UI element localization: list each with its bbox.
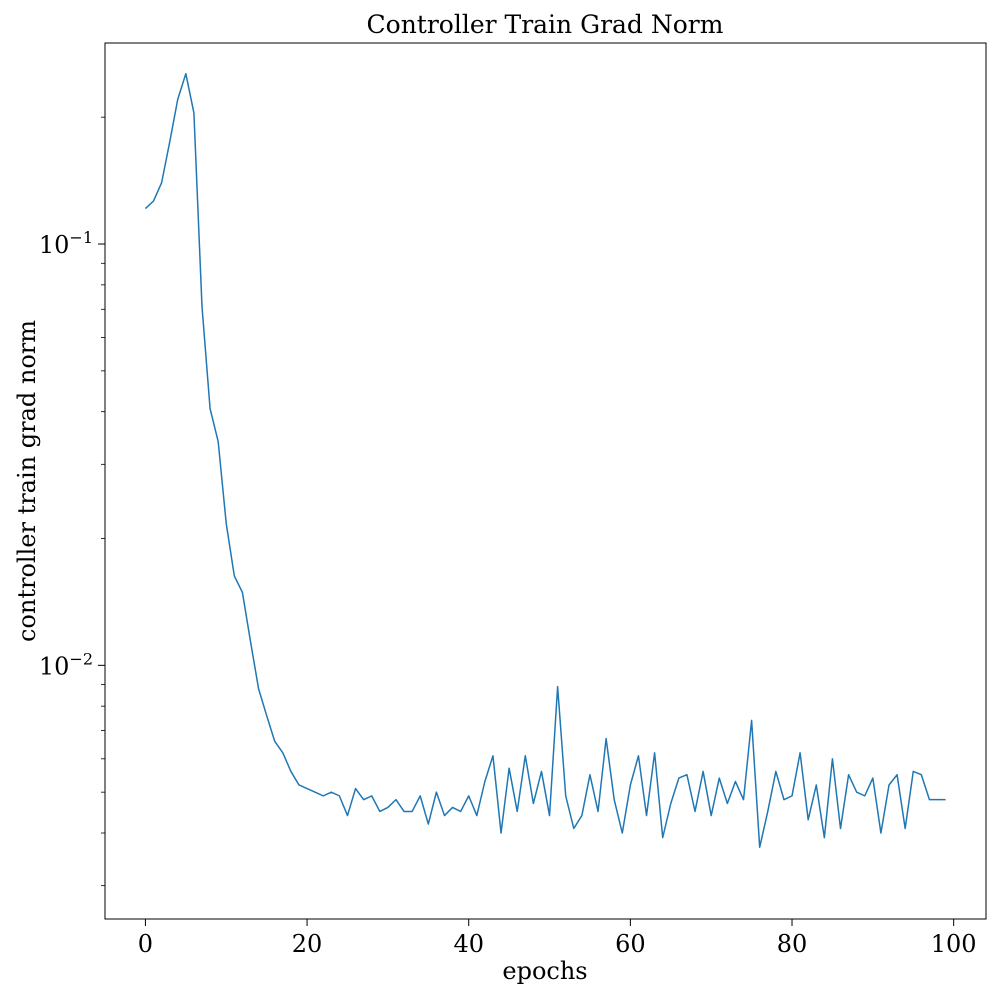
x-axis-ticks: 0 20 40 60 80 100 bbox=[138, 919, 977, 958]
y-tick-label: 10−2 bbox=[39, 649, 93, 680]
x-tick-label: 100 bbox=[931, 930, 977, 958]
x-axis-label: epochs bbox=[502, 957, 587, 985]
x-tick-label: 20 bbox=[292, 930, 323, 958]
plot-frame bbox=[104, 42, 987, 920]
x-tick-label: 0 bbox=[138, 930, 153, 958]
series-line bbox=[144, 72, 946, 849]
y-tick-label: 10−1 bbox=[39, 228, 93, 259]
x-tick-label: 80 bbox=[777, 930, 808, 958]
y-axis-label: controller train grad norm bbox=[13, 320, 41, 642]
x-tick-label: 40 bbox=[453, 930, 484, 958]
chart-title: Controller Train Grad Norm bbox=[367, 10, 724, 39]
x-tick-label: 60 bbox=[615, 930, 646, 958]
y-axis-ticks: 10−1 10−2 bbox=[39, 116, 105, 887]
